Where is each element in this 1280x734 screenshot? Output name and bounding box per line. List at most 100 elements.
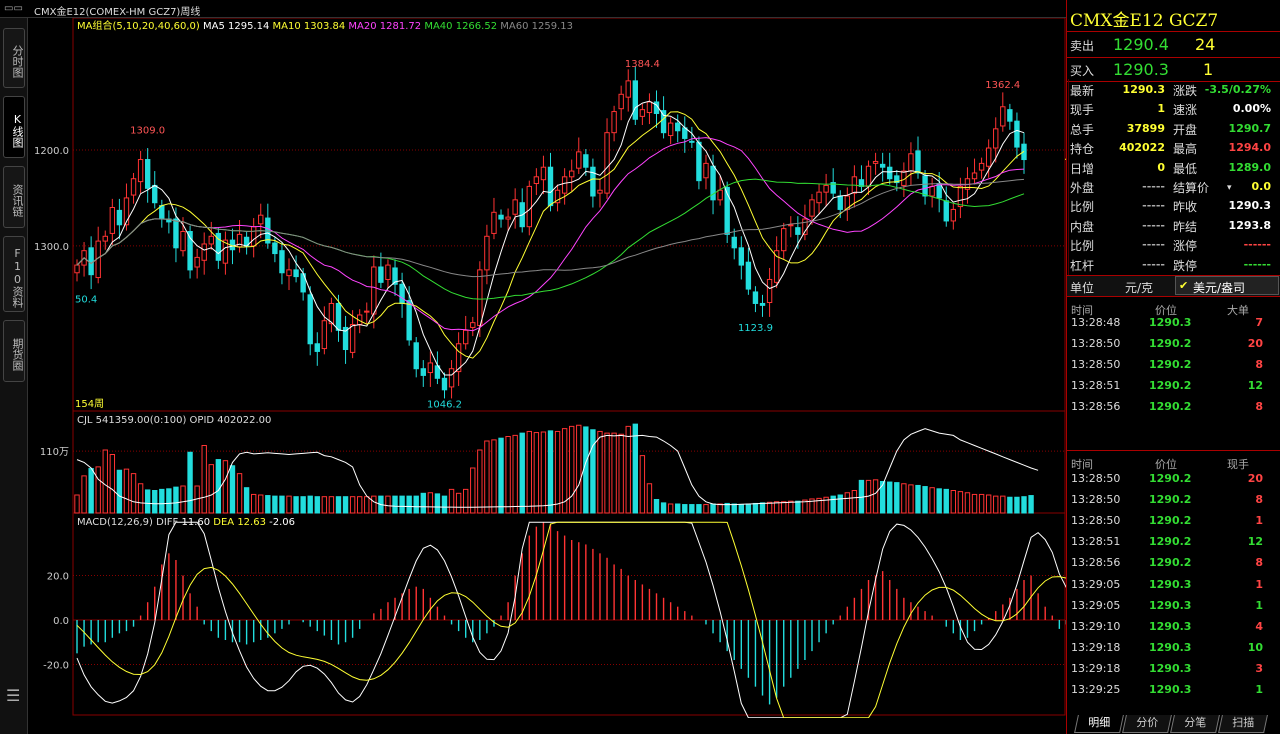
candle <box>484 224 490 285</box>
candle <box>427 351 434 387</box>
kline-chart[interactable]: 1300.0 1200.0 20.0 0.0 -20.0 110万 1309.0 1384.4… <box>28 18 1068 718</box>
tick-qty: 10 <box>1247 640 1263 654</box>
buy-price[interactable]: 1290.3 <box>1113 60 1169 79</box>
volume-bar <box>321 496 328 514</box>
currency-toggle[interactable]: ✔ 美元/盎司 <box>1175 276 1279 295</box>
ma-line <box>76 111 1025 359</box>
volume-bar <box>505 436 511 514</box>
order-price: 1290.2 <box>1149 358 1192 371</box>
sell-label: 卖出 <box>1070 39 1095 53</box>
menu-lines-icon[interactable]: ☰ <box>6 686 21 705</box>
candle <box>455 332 462 386</box>
volume-bar <box>180 485 186 514</box>
volume-bar <box>272 495 278 514</box>
tab-detail[interactable]: 明细 <box>1074 715 1124 733</box>
candle <box>929 177 935 208</box>
stat-label: 现手 <box>1070 103 1095 118</box>
candle <box>844 187 851 221</box>
volume-bar <box>215 459 222 514</box>
volume-bar <box>908 484 914 514</box>
volume-bar <box>788 500 794 514</box>
volume-bar <box>922 486 928 514</box>
stat-value: 402022 <box>1119 141 1165 155</box>
volume-bar <box>957 491 964 514</box>
price-tick-label: 1300.0 <box>34 242 69 253</box>
tab-f10-data[interactable]: F10资料 <box>3 236 25 312</box>
stat-label: 结算价 <box>1173 181 1210 195</box>
order-qty: 8 <box>1255 400 1263 413</box>
stat-value: 1293.8 <box>1228 218 1271 232</box>
volume-bar <box>576 424 582 514</box>
candle <box>187 225 193 279</box>
candle <box>738 236 745 280</box>
stat-value: ----- <box>1142 199 1165 213</box>
tab-futures-circle[interactable]: 期货圈 <box>3 320 25 382</box>
stat-label: 涨停 <box>1173 239 1198 254</box>
candle <box>208 221 214 250</box>
tick-price: 1290.3 <box>1149 598 1192 612</box>
volume-bar <box>222 460 229 514</box>
tab-kline-chart[interactable]: K线图 <box>3 96 25 158</box>
volume-legend: CJL 541359.00(0:100) OPID 402022.00 <box>77 415 271 426</box>
volume-bar <box>964 492 971 514</box>
candle <box>399 272 405 318</box>
annotation-high: 1384.4 <box>625 59 660 70</box>
annotation-high: 1309.0 <box>130 125 165 136</box>
stat-label: 总手 <box>1070 122 1095 137</box>
stat-label: 最高 <box>1173 142 1198 157</box>
tab-trade-split[interactable]: 分笔 <box>1170 715 1220 733</box>
candle <box>314 332 320 366</box>
unit-value[interactable]: 元/克 <box>1125 281 1154 295</box>
volume-bar <box>830 495 836 514</box>
candle <box>569 159 575 192</box>
candle <box>576 137 582 174</box>
stat-value: 1290.3 <box>1122 83 1165 96</box>
candle <box>978 157 985 179</box>
candle <box>137 150 144 194</box>
candle <box>809 194 815 225</box>
tick-qty: 1 <box>1255 514 1263 528</box>
stat-value: 0.00% <box>1232 102 1271 116</box>
volume-bar <box>229 465 236 514</box>
tab-scan[interactable]: 扫描 <box>1218 715 1268 733</box>
candle <box>152 171 158 209</box>
candle <box>851 165 858 208</box>
tab-minute-chart[interactable]: 分时图 <box>3 28 25 88</box>
annotation-low: 50.4 <box>75 295 97 306</box>
stat-value: ------ <box>1243 257 1271 271</box>
volume-bar <box>632 423 638 514</box>
unit-row: 单位 元/克 ✔ 美元/盎司 <box>1067 276 1280 296</box>
big-order-list[interactable]: 13:28:48 1290.3 7 13:28:50 1290.2 20 13:28:50 1… <box>1067 313 1280 423</box>
tick-list[interactable]: 13:28:50 1290.2 20 13:28:50 1290.2 8 13:28:50 1… <box>1067 469 1280 709</box>
stat-value: ------ <box>1243 238 1271 252</box>
candle <box>194 248 200 279</box>
volume-bar <box>152 490 158 514</box>
volume-bar <box>993 495 999 514</box>
tab-price-split[interactable]: 分价 <box>1122 715 1172 733</box>
tab-news-chain[interactable]: 资讯链 <box>3 166 25 228</box>
tick-price: 1290.3 <box>1149 577 1192 591</box>
stat-value: 1289.0 <box>1228 160 1271 174</box>
tick-time: 13:28:50 <box>1071 514 1121 528</box>
volume-bar <box>844 492 851 514</box>
sell-price[interactable]: 1290.4 <box>1113 35 1169 54</box>
volume-bar <box>816 497 822 514</box>
volume-bar <box>307 495 313 514</box>
volume-bar <box>978 493 985 514</box>
stat-value: 37899 <box>1126 121 1165 135</box>
candle <box>180 217 186 257</box>
tick-time: 13:28:50 <box>1071 472 1121 485</box>
stat-label: 持仓 <box>1070 142 1095 157</box>
candle <box>788 216 794 238</box>
dropdown-caret-icon[interactable]: ▾ <box>1227 183 1232 193</box>
volume-bar <box>81 475 87 514</box>
volume-bar <box>943 488 949 514</box>
volume-bar <box>74 494 80 514</box>
candle <box>272 237 278 263</box>
candle <box>519 188 525 233</box>
stat-value: 0 <box>1157 160 1165 174</box>
tick-time: 13:29:05 <box>1071 577 1121 591</box>
window-menu-icon[interactable]: ▭▭ <box>4 3 23 14</box>
tick-time: 13:29:18 <box>1071 661 1121 675</box>
order-time: 13:28:56 <box>1071 400 1121 413</box>
